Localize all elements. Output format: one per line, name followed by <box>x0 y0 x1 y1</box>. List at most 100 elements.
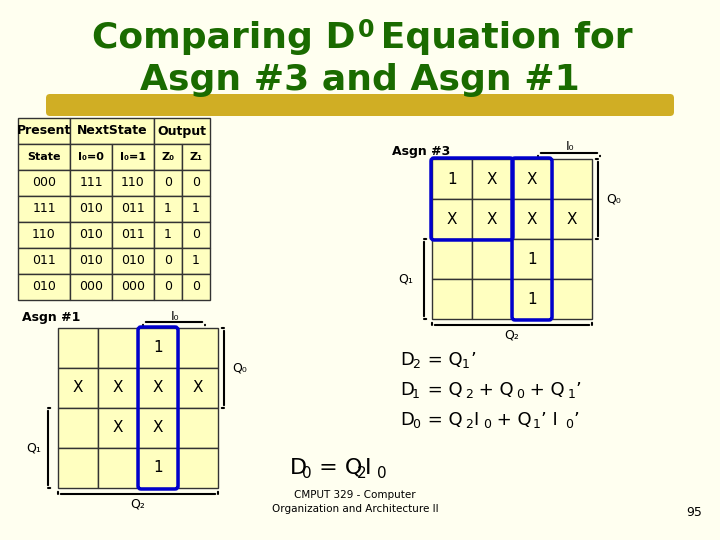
Text: 1: 1 <box>447 172 456 186</box>
Bar <box>98 408 138 448</box>
Bar <box>138 328 178 368</box>
Text: CMPUT 329 - Computer
Organization and Architecture II: CMPUT 329 - Computer Organization and Ar… <box>271 490 438 514</box>
Bar <box>70 274 112 300</box>
Bar <box>98 368 138 408</box>
Text: X: X <box>527 212 537 226</box>
Text: ’: ’ <box>573 411 579 429</box>
Bar <box>70 118 154 144</box>
Bar <box>112 222 154 248</box>
Text: X: X <box>487 172 498 186</box>
Text: = Q: = Q <box>312 458 362 478</box>
Text: I: I <box>365 458 372 478</box>
Text: 1: 1 <box>462 357 470 370</box>
Bar <box>98 448 138 488</box>
Text: 1: 1 <box>153 341 163 355</box>
Text: ’: ’ <box>575 381 581 399</box>
Text: Asgn #3: Asgn #3 <box>392 145 450 159</box>
Text: X: X <box>113 421 123 435</box>
Bar <box>552 159 592 199</box>
Text: 2: 2 <box>357 467 366 482</box>
Text: 010: 010 <box>121 254 145 267</box>
Text: 010: 010 <box>79 228 103 241</box>
Bar <box>70 222 112 248</box>
Bar <box>112 248 154 274</box>
Bar <box>432 199 472 239</box>
Bar <box>58 368 98 408</box>
Bar <box>18 248 70 274</box>
Text: X: X <box>446 212 457 226</box>
Text: 011: 011 <box>121 228 145 241</box>
Text: 0: 0 <box>565 417 573 430</box>
Text: 0: 0 <box>302 467 312 482</box>
Text: I₀=1: I₀=1 <box>120 152 146 162</box>
Text: 111: 111 <box>32 202 56 215</box>
Text: 0: 0 <box>192 228 200 241</box>
Bar <box>18 144 70 170</box>
Bar <box>512 279 552 319</box>
Bar <box>138 448 178 488</box>
Text: 111: 111 <box>79 177 103 190</box>
Text: X: X <box>73 381 84 395</box>
Text: I₀=0: I₀=0 <box>78 152 104 162</box>
Text: State: State <box>27 152 60 162</box>
Text: 011: 011 <box>121 202 145 215</box>
Bar <box>472 199 512 239</box>
Text: Equation for: Equation for <box>368 21 633 55</box>
Bar <box>18 274 70 300</box>
Text: Q₁: Q₁ <box>399 273 413 286</box>
Text: X: X <box>193 381 203 395</box>
Text: 110: 110 <box>121 177 145 190</box>
Text: 110: 110 <box>32 228 56 241</box>
Bar <box>154 118 210 144</box>
Text: Z₁: Z₁ <box>189 152 202 162</box>
Bar <box>112 170 154 196</box>
Bar <box>472 239 512 279</box>
Text: Q₂: Q₂ <box>130 497 145 510</box>
FancyBboxPatch shape <box>46 94 674 116</box>
Bar <box>182 222 210 248</box>
Bar <box>178 368 218 408</box>
Text: 0: 0 <box>358 18 374 42</box>
Text: 1: 1 <box>192 202 200 215</box>
Bar <box>58 448 98 488</box>
Text: 1: 1 <box>527 252 537 267</box>
Bar <box>182 274 210 300</box>
Bar <box>182 196 210 222</box>
Text: Q₁: Q₁ <box>27 442 42 455</box>
Text: 1: 1 <box>533 417 541 430</box>
Text: D: D <box>400 411 414 429</box>
Text: X: X <box>153 421 163 435</box>
Bar <box>178 448 218 488</box>
Text: I₀: I₀ <box>566 139 575 152</box>
Bar <box>552 199 592 239</box>
Text: Z₀: Z₀ <box>161 152 174 162</box>
Bar <box>552 239 592 279</box>
Bar <box>154 248 182 274</box>
Text: 1: 1 <box>164 228 172 241</box>
Text: 000: 000 <box>32 177 56 190</box>
Text: 0: 0 <box>483 417 491 430</box>
Text: NextState: NextState <box>77 125 148 138</box>
Bar <box>58 408 98 448</box>
Text: 95: 95 <box>686 505 702 518</box>
Bar <box>58 328 98 368</box>
Text: 000: 000 <box>121 280 145 294</box>
Bar <box>178 328 218 368</box>
Bar <box>18 118 70 144</box>
Text: 0: 0 <box>192 177 200 190</box>
Text: + Q: + Q <box>491 411 531 429</box>
Text: 0: 0 <box>164 177 172 190</box>
Text: D: D <box>290 458 307 478</box>
Text: 011: 011 <box>32 254 56 267</box>
Text: 1: 1 <box>164 202 172 215</box>
Bar <box>432 239 472 279</box>
Text: 1: 1 <box>412 388 420 401</box>
Text: 0: 0 <box>164 254 172 267</box>
Bar <box>432 159 472 199</box>
Text: D: D <box>400 351 414 369</box>
Text: + Q: + Q <box>524 381 564 399</box>
Text: 010: 010 <box>32 280 56 294</box>
Text: 0: 0 <box>516 388 524 401</box>
Bar <box>154 144 182 170</box>
Bar <box>138 368 178 408</box>
